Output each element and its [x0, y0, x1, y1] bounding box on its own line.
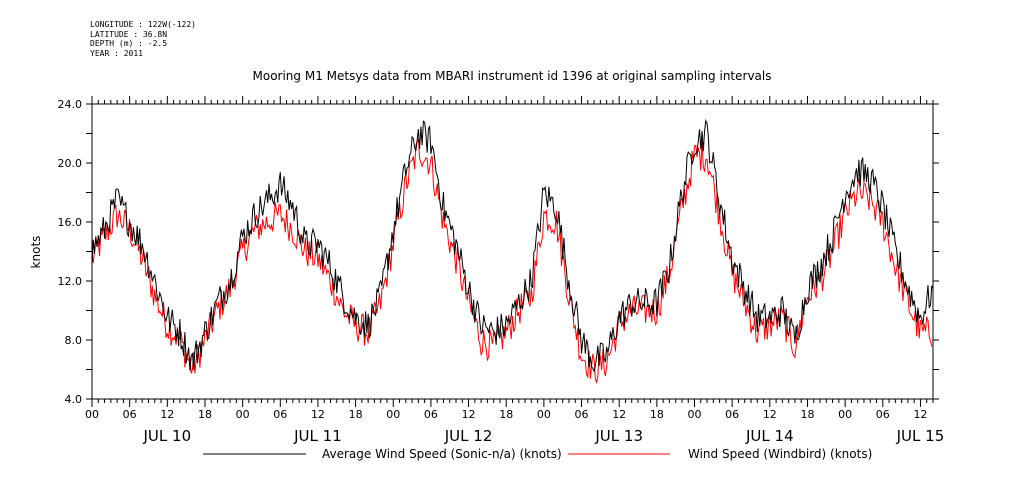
series-line-sonic — [91, 118, 934, 373]
latitude-text: LATITUDE : 36.8N — [90, 29, 168, 39]
x-day-label: JUL 14 — [745, 427, 794, 445]
axis-ticks: 00 06 12 18 00 06 12 18 00 06 12 18 00 06 12 18 00 06 12 18… — [58, 96, 945, 445]
plot-frame — [91, 103, 934, 400]
x-tick-label: 12 — [763, 408, 777, 421]
y-axis-label: knots — [29, 236, 43, 269]
x-tick-label: 18 — [198, 408, 212, 421]
x-tick-label: 18 — [650, 408, 664, 421]
y-tick-label: 12.0 — [58, 275, 83, 288]
x-day-label: JUL 10 — [143, 427, 192, 445]
mooring-metadata: LONGITUDE : 122W(-122) LATITUDE : 36.8N … — [90, 20, 196, 58]
x-tick-label: 12 — [462, 408, 476, 421]
x-tick-label: 18 — [349, 408, 363, 421]
x-day-label: JUL 12 — [444, 427, 493, 445]
x-tick-label: 12 — [160, 408, 174, 421]
x-tick-label: 00 — [838, 408, 852, 421]
x-day-label: JUL 15 — [896, 427, 945, 445]
x-tick-label: 18 — [800, 408, 814, 421]
y-tick-label: 16.0 — [58, 216, 83, 229]
y-tick-label: 20.0 — [58, 157, 83, 170]
legend-label-sonic: Average Wind Speed (Sonic-n/a) (knots) — [322, 447, 562, 461]
chart-title: Mooring M1 Metsys data from MBARI instru… — [253, 69, 772, 83]
x-tick-label: 06 — [123, 408, 137, 421]
legend-label-windbird: Wind Speed (Windbird) (knots) — [688, 447, 872, 461]
x-tick-label: 06 — [424, 408, 438, 421]
x-tick-label: 06 — [273, 408, 287, 421]
x-tick-label: 06 — [725, 408, 739, 421]
depth-text: DEPTH (m) : -2.5 — [90, 39, 168, 48]
x-day-label: JUL 13 — [594, 427, 643, 445]
series-lines — [91, 118, 934, 384]
longitude-text: LONGITUDE : 122W(-122) — [90, 20, 196, 29]
x-tick-label: 12 — [913, 408, 927, 421]
year-text: YEAR : 2011 — [90, 48, 143, 58]
x-tick-label: 00 — [688, 408, 702, 421]
x-tick-label: 06 — [876, 408, 890, 421]
y-tick-label: 8.0 — [65, 334, 83, 347]
legend: Average Wind Speed (Sonic-n/a) (knots) W… — [203, 447, 872, 461]
x-tick-label: 12 — [311, 408, 325, 421]
x-tick-label: 00 — [537, 408, 551, 421]
y-tick-label: 24.0 — [58, 98, 83, 111]
x-tick-label: 18 — [499, 408, 513, 421]
x-tick-label: 00 — [85, 408, 99, 421]
y-tick-label: 4.0 — [65, 393, 83, 406]
x-tick-label: 00 — [386, 408, 400, 421]
x-tick-label: 12 — [612, 408, 626, 421]
x-tick-label: 06 — [575, 408, 589, 421]
x-day-label: JUL 11 — [293, 427, 342, 445]
series-line-windbird — [91, 138, 934, 384]
x-tick-label: 00 — [236, 408, 250, 421]
